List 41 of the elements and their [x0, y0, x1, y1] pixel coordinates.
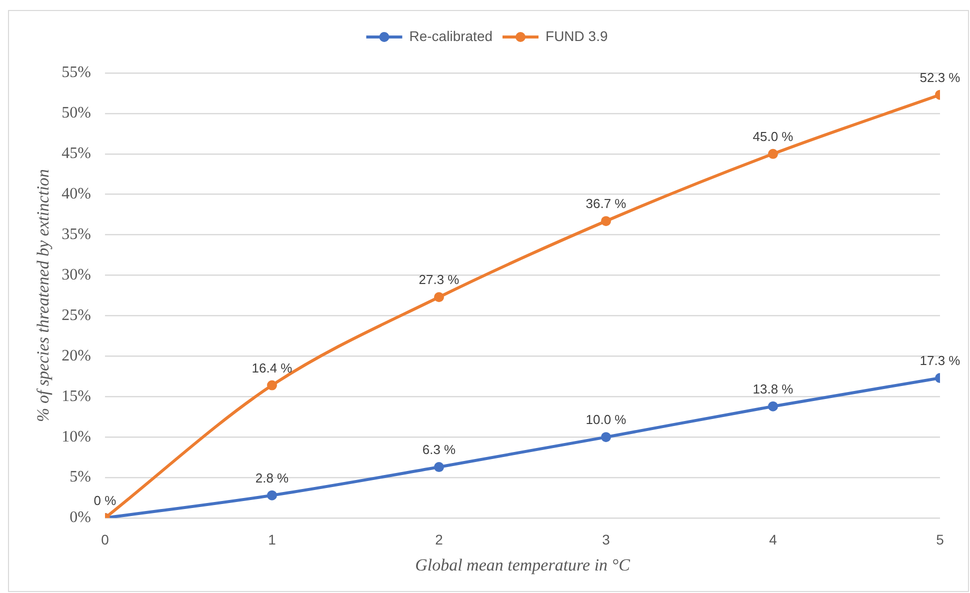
data-label: 6.3 % [422, 442, 456, 458]
y-tick-label: 25% [62, 306, 91, 324]
point [267, 380, 277, 390]
y-tick-label: 20% [62, 347, 91, 364]
y-tick-label: 45% [62, 145, 91, 162]
data-label: 13.8 % [752, 381, 794, 396]
y-axis-title: % of species threatened by extinction [34, 169, 53, 422]
x-axis-title: Global mean temperature in °C [415, 555, 631, 574]
x-tick-label: 5 [936, 531, 944, 548]
data-label: 16.4 % [252, 360, 293, 376]
x-tick-label: 0 [101, 531, 110, 548]
y-tick-label: 0% [70, 509, 91, 526]
data-label: 2.8 % [255, 470, 290, 486]
x-tick-label: 4 [769, 531, 778, 548]
y-tick-label: 5% [70, 468, 91, 486]
data-label: 0 % [94, 493, 117, 508]
legend-label: Re-calibrated [409, 28, 493, 44]
data-label: 17.3 % [920, 353, 961, 368]
y-tick-label: 30% [62, 266, 91, 284]
point [768, 401, 778, 412]
data-label: 27.3 % [418, 272, 460, 288]
data-label: 36.7 % [586, 196, 627, 212]
x-tick-label: 1 [268, 531, 276, 548]
point [601, 216, 611, 226]
y-tick-label: 50% [62, 104, 91, 122]
y-tick-label: 10% [62, 428, 91, 446]
x-tick-label: 3 [602, 531, 610, 548]
y-tick-label: 55% [62, 64, 91, 82]
y-tick-label: 35% [62, 226, 91, 244]
point [267, 490, 277, 500]
x-tick-label: 2 [435, 531, 444, 548]
point [601, 432, 611, 442]
point [434, 292, 444, 302]
data-label: 10.0 % [586, 412, 627, 428]
y-tick-label: 40% [62, 186, 91, 203]
legend-label: FUND 3.9 [546, 28, 608, 44]
data-label: 52.3 % [920, 70, 961, 85]
y-tick-label: 15% [62, 388, 91, 405]
point [434, 462, 444, 472]
data-label: 45.0 % [752, 128, 794, 144]
point [768, 148, 778, 159]
